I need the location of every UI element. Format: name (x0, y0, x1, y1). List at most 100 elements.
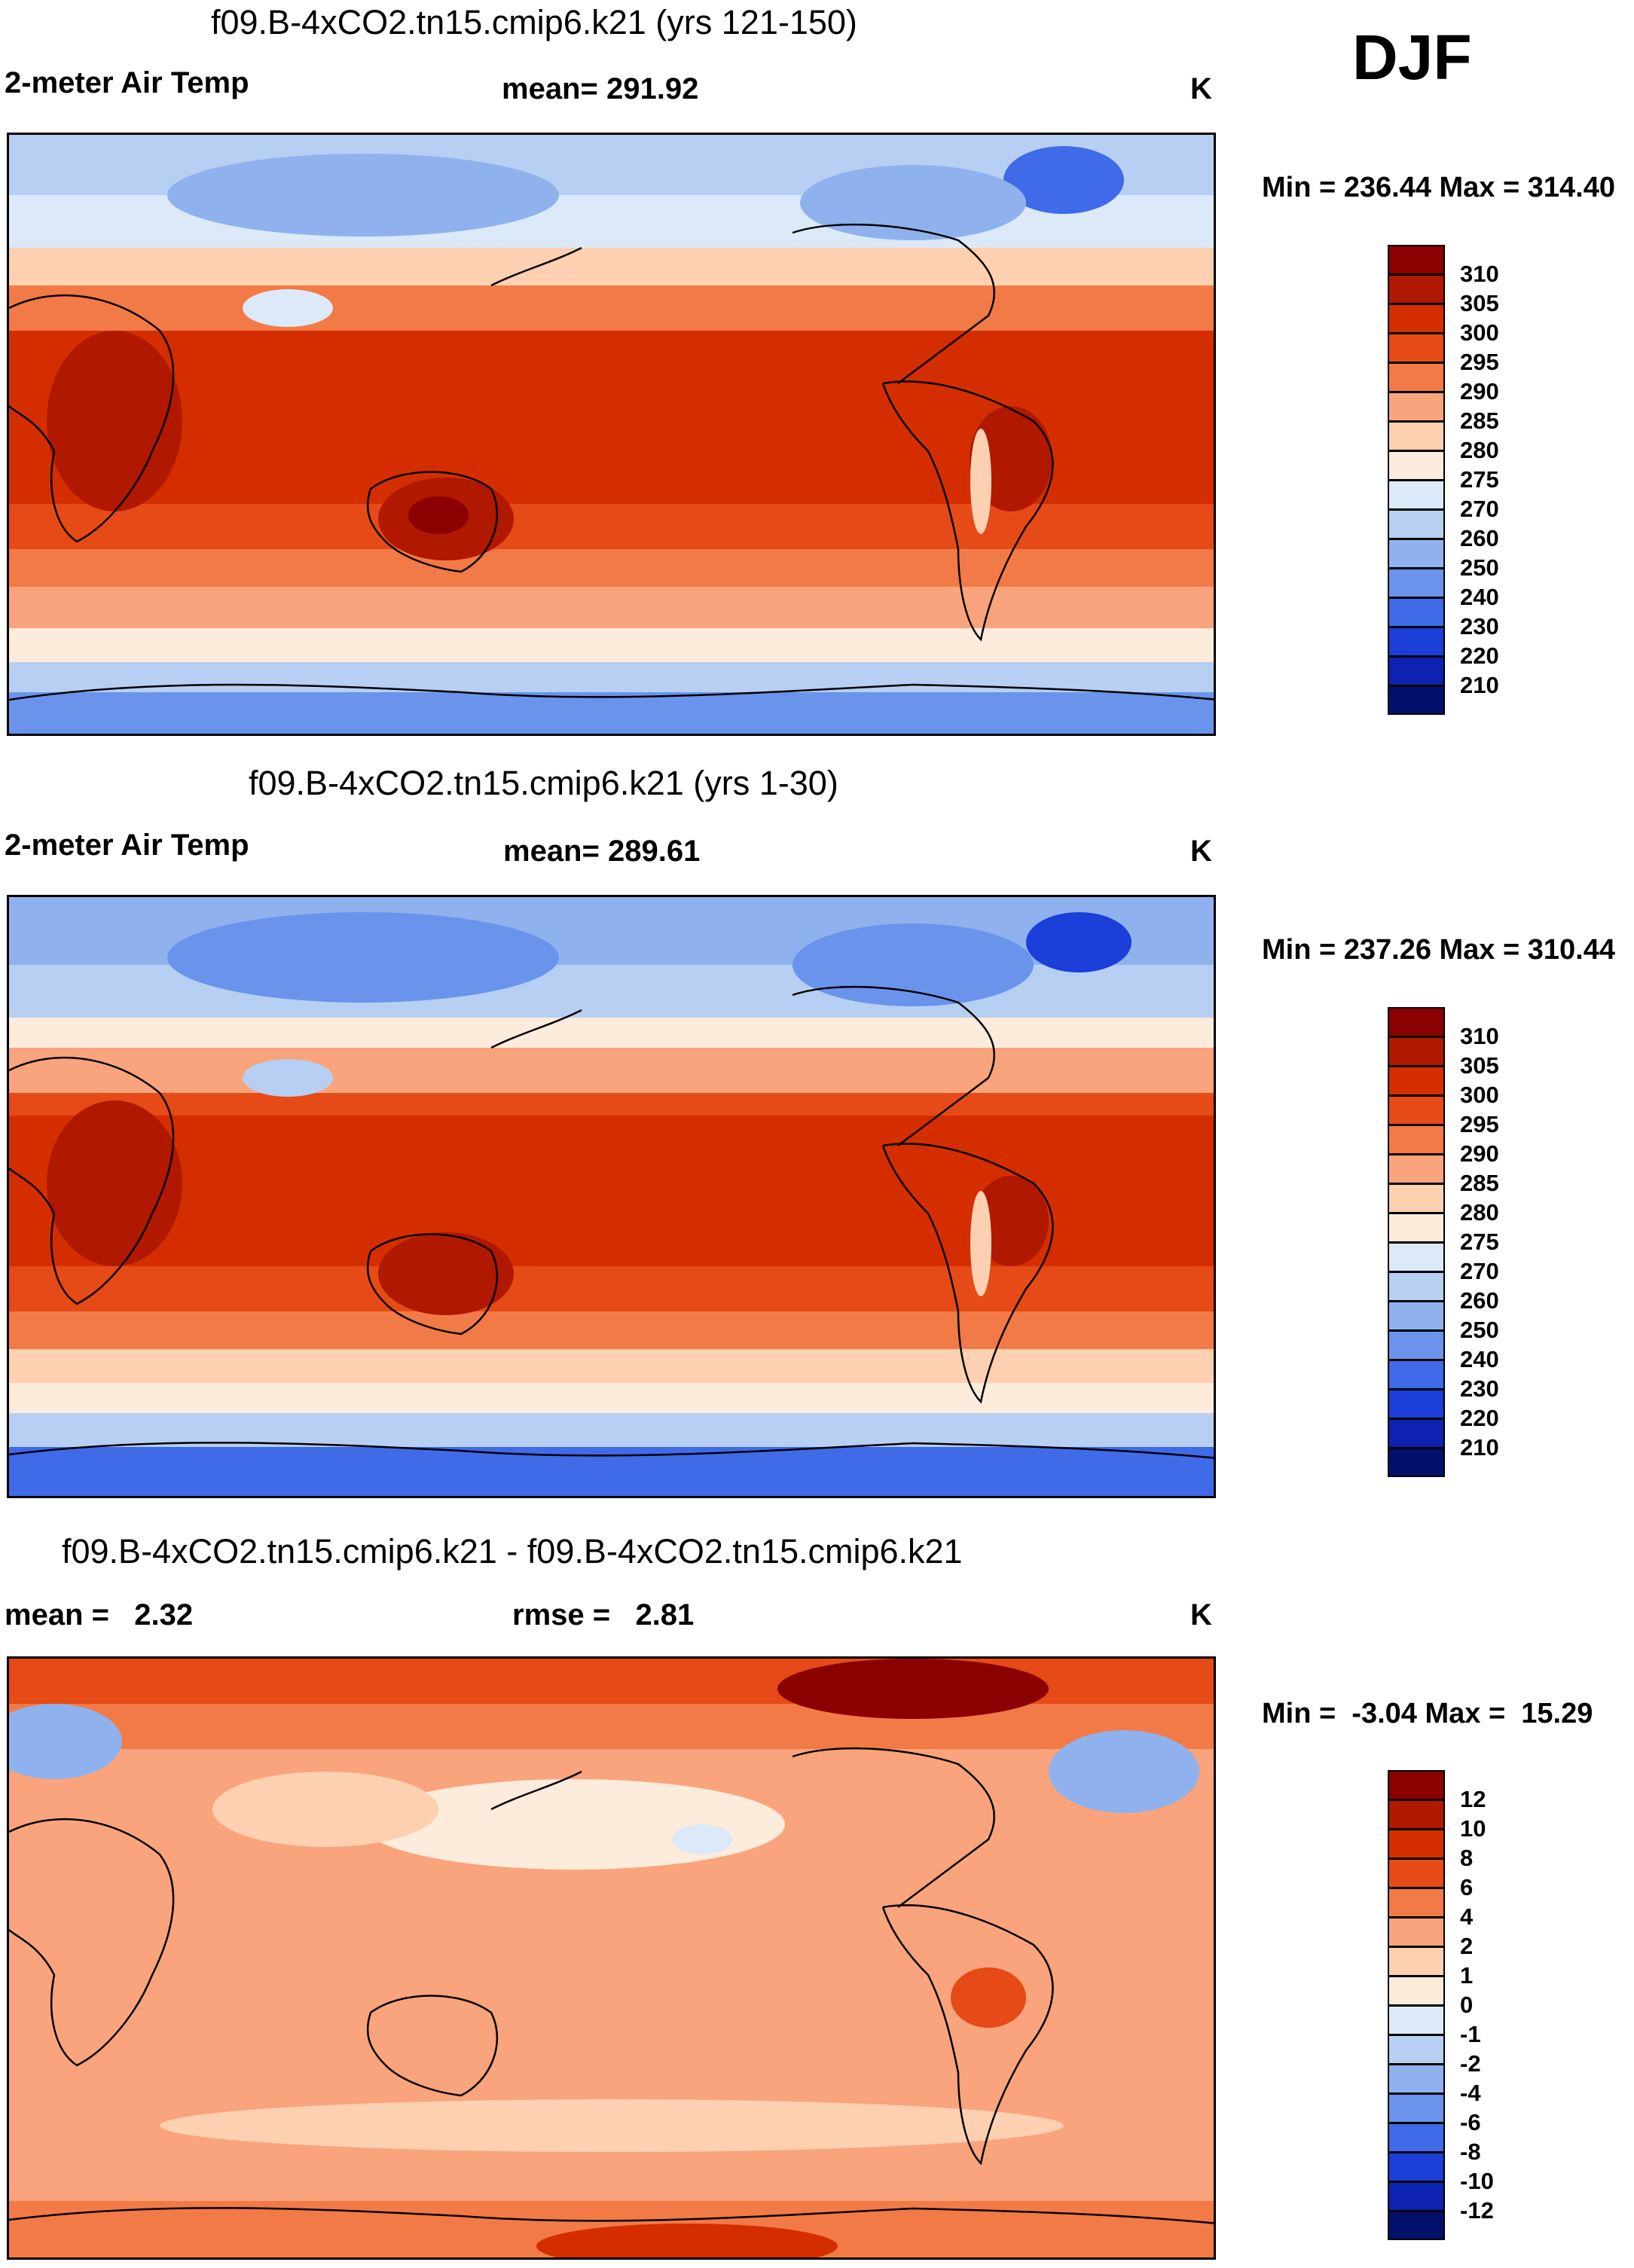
europe-cool (9, 1704, 122, 1779)
colorbar-label: 250 (1460, 554, 1499, 581)
band-south-high (9, 1383, 1214, 1413)
colorbar-label: -1 (1460, 2021, 1481, 2047)
colorbar-label: 220 (1460, 1405, 1499, 1431)
colorbar-label: 300 (1460, 319, 1499, 346)
colorbar-label: -12 (1460, 2197, 1494, 2224)
colorbar-segment (1388, 1858, 1445, 1888)
tibet-cold (243, 1059, 333, 1097)
andes-cool (970, 1191, 991, 1296)
colorbar-label: 230 (1460, 613, 1499, 639)
atlantic-cool (1049, 1730, 1199, 1813)
colorbar-label: 210 (1460, 672, 1499, 698)
colorbar-3: 12 10 8 6 4 2 1 0 -1 -2 -4 -6 -8 -10 -12 (1388, 1770, 1494, 2240)
colorbar-segment (1388, 1448, 1445, 1477)
colorbar-segment (1388, 1301, 1445, 1331)
minmax-label: Min = 236.44 Max = 314.40 (1262, 172, 1615, 203)
colorbar-1: 310 305 300 295 290 285 280 275 270 260 … (1388, 245, 1499, 715)
panel-title: f09.B-4xCO2.tn15.cmip6.k21 - f09.B-4xCO2… (62, 1532, 963, 1571)
colorbar-label: -6 (1460, 2109, 1481, 2135)
australia-core (408, 496, 469, 534)
colorbar-label: 230 (1460, 1375, 1499, 1402)
colorbar-label: 1 (1460, 1962, 1474, 1989)
colorbar-label: 10 (1460, 1815, 1486, 1842)
colorbar-label: 4 (1460, 1903, 1474, 1930)
band-north-mid (9, 248, 1214, 285)
colorbar-label: 310 (1460, 261, 1499, 287)
field-label: 2-meter Air Temp (5, 829, 249, 862)
colorbar-label: 8 (1460, 1845, 1474, 1871)
colorbar-label: 270 (1460, 1258, 1499, 1284)
panel-title: f09.B-4xCO2.tn15.cmip6.k21 (yrs 121-150) (211, 3, 857, 41)
colorbar-label: -2 (1460, 2050, 1481, 2077)
colorbar-label: 260 (1460, 1287, 1499, 1314)
coastlines (9, 1747, 1214, 2224)
units-label: K (1190, 1598, 1212, 1632)
colorbar-segment (1388, 539, 1445, 569)
season-label: DJF (1352, 22, 1472, 93)
rmse-label: rmse = 2.81 (512, 1598, 695, 1632)
colorbar-segment (1388, 362, 1445, 392)
band-antarctic (9, 692, 1214, 734)
colorbar-segment (1388, 509, 1445, 539)
amazon-warm (951, 1967, 1026, 2028)
colorbar-segment (1388, 2005, 1445, 2035)
colorbar-label: 280 (1460, 437, 1499, 463)
band-tropics-edge (9, 1093, 1214, 1116)
band-south-sub (9, 504, 1214, 549)
colorbar-segment (1388, 1888, 1445, 1918)
australia-hot (378, 1232, 514, 1315)
colorbar-segment (1388, 1418, 1445, 1448)
colorbar-label: 305 (1460, 290, 1499, 316)
colorbar-label: 285 (1460, 408, 1499, 434)
field-label: 2-meter Air Temp (5, 66, 249, 99)
colorbar-label: 295 (1460, 349, 1499, 375)
colorbar-segment (1388, 304, 1445, 334)
colorbar-segment (1388, 1242, 1445, 1272)
band-north-mid (9, 1018, 1214, 1048)
coastlines (9, 223, 1214, 701)
colorbar-segment (1388, 245, 1445, 275)
colorbar-segment (1388, 1095, 1445, 1125)
colorbar-segment (1388, 450, 1445, 481)
colorbar-label: 0 (1460, 1992, 1474, 2018)
siberia-cold (167, 912, 559, 1003)
canada-warm (777, 1659, 1049, 1719)
colorbar-label: 250 (1460, 1317, 1499, 1343)
map-absolute-2 (7, 895, 1216, 1498)
colorbar-label: 275 (1460, 466, 1499, 493)
mean-label: mean= 289.61 (503, 835, 701, 868)
colorbar-label: -8 (1460, 2138, 1481, 2165)
colorbar-segment (1388, 392, 1445, 422)
colorbar-label: 240 (1460, 584, 1499, 610)
minmax-label: Min = -3.04 Max = 15.29 (1262, 1698, 1593, 1729)
colorbar-label: 290 (1460, 378, 1499, 404)
colorbar-label: 6 (1460, 1874, 1474, 1900)
colorbar-label: 12 (1460, 1786, 1486, 1812)
map-absolute-1 (7, 133, 1216, 736)
band-south-sub (9, 1266, 1214, 1311)
band-north-sub (9, 1048, 1214, 1093)
colorbar-segment (1388, 1183, 1445, 1213)
colorbar-segment (1388, 685, 1445, 715)
colorbar-segment (1388, 480, 1445, 510)
colorbar-segment (1388, 1007, 1445, 1037)
colorbar-segment (1388, 2181, 1445, 2212)
colorbar-label: 240 (1460, 1346, 1499, 1372)
colorbar-segment (1388, 421, 1445, 451)
colorbar-segment (1388, 274, 1445, 304)
band-south-mid (9, 1311, 1214, 1349)
colorbar-segment (1388, 1976, 1445, 2006)
band-south-high (9, 628, 1214, 662)
colorbar-2: 310 305 300 295 290 285 280 275 270 260 … (1388, 1007, 1499, 1477)
diff-background (9, 1659, 1214, 2257)
tibet-cold (243, 289, 333, 327)
colorbar-label: 295 (1460, 1111, 1499, 1137)
colorbar-segment (1388, 2034, 1445, 2065)
greenland-cold (1003, 146, 1124, 214)
mean-label: mean = 2.32 (5, 1598, 194, 1632)
minmax-label: Min = 237.26 Max = 310.44 (1262, 934, 1615, 966)
colorbar-segment (1388, 2152, 1445, 2182)
colorbar-label: 305 (1460, 1052, 1499, 1079)
band-southern-ocean (9, 1413, 1214, 1447)
colorbar-segment (1388, 1066, 1445, 1096)
